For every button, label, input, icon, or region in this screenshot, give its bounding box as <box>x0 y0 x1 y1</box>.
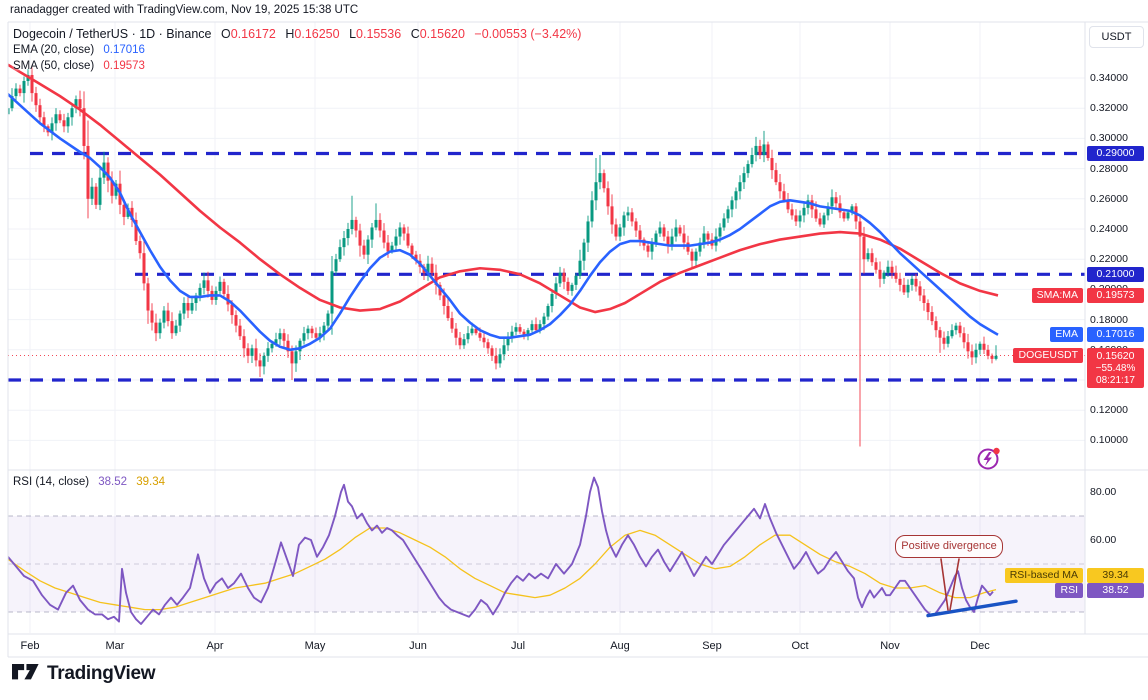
price-tick-label: 0.26000 <box>1090 192 1128 205</box>
month-label: Dec <box>970 640 990 652</box>
open-value: 0.16172 <box>230 27 276 41</box>
rsi-axis-tag[interactable]: RSI <box>1055 583 1083 598</box>
tradingview-branding[interactable]: TradingView <box>12 661 156 687</box>
candle-countdown: 08:21:17 <box>1096 375 1135 386</box>
brand-name: TradingView <box>47 663 156 684</box>
price-tick-label: 0.24000 <box>1090 223 1128 235</box>
symbol-title[interactable]: Dogecoin / TetherUS · 1D · Binance <box>13 27 212 41</box>
price-tick-label: 0.22000 <box>1090 253 1128 266</box>
month-label: Aug <box>610 640 630 652</box>
price-tick-label: 0.12000 <box>1090 404 1128 417</box>
rsi-tick-label: 60.00 <box>1090 534 1117 546</box>
low-value: 0.15536 <box>356 27 402 41</box>
month-label: Nov <box>880 640 900 652</box>
low-label: L <box>349 27 357 41</box>
level-label-029[interactable]: 0.29000 <box>1087 146 1144 161</box>
rsi-legend-value: 38.52 <box>98 476 128 488</box>
currency-toggle-button[interactable]: USDT <box>1089 26 1144 48</box>
month-label: Oct <box>791 640 809 652</box>
positive-divergence-annotation[interactable]: Positive divergence <box>895 535 1003 558</box>
last-price-axis-label[interactable]: 0.15620 −55.48% 08:21:17 <box>1087 348 1144 388</box>
rsi-ma-axis-tag[interactable]: RSI-based MA <box>1004 568 1083 583</box>
symbol-legend: Dogecoin / TetherUS · 1D · Binance O0.16… <box>13 26 581 74</box>
rsi-legend-name[interactable]: RSI (14, close) <box>13 476 90 488</box>
ema-axis-value: 0.17016 <box>1087 327 1144 342</box>
close-label: C <box>410 27 420 41</box>
attribution-text: ranadagger created with TradingView.com,… <box>10 4 359 16</box>
month-label: Feb <box>20 640 40 652</box>
rsi-ma-legend-value: 39.34 <box>136 476 166 488</box>
price-tick-label: 0.30000 <box>1090 132 1128 145</box>
high-value: 0.16250 <box>294 27 340 41</box>
month-label: Mar <box>105 640 125 652</box>
ema-legend-value: 0.17016 <box>103 44 145 56</box>
change-value: −0.00553 (−3.42%) <box>474 27 582 41</box>
sma-legend-value: 0.19573 <box>103 60 145 72</box>
divergence-trendline[interactable] <box>926 599 1018 618</box>
month-label: Apr <box>206 640 224 652</box>
sma-legend-name[interactable]: SMA (50, close) <box>13 60 95 72</box>
sma-legend-row[interactable]: SMA (50, close) 0.19573 <box>13 58 581 74</box>
month-label: Jun <box>409 640 427 652</box>
lightning-indicator-icon[interactable] <box>977 447 1000 470</box>
level-label-021[interactable]: 0.21000 <box>1087 267 1144 282</box>
close-value: 0.15620 <box>419 27 465 41</box>
price-tick-label: 0.34000 <box>1090 72 1128 84</box>
month-label: Jul <box>510 640 526 652</box>
open-label: O <box>220 27 231 41</box>
high-label: H <box>285 27 295 41</box>
month-label: May <box>304 640 326 652</box>
ema-legend-name[interactable]: EMA (20, close) <box>13 44 95 56</box>
price-tick-label: 0.28000 <box>1090 162 1128 175</box>
sma-axis-tag[interactable]: SMA:MA <box>1031 288 1083 303</box>
month-label: Sep <box>702 640 722 652</box>
ema-legend-row[interactable]: EMA (20, close) 0.17016 <box>13 42 581 58</box>
symbol-axis-tag[interactable]: DOGEUSDT <box>1013 348 1083 363</box>
sma-axis-value: 0.19573 <box>1087 288 1144 303</box>
price-tick-label: 0.10000 <box>1090 434 1128 447</box>
price-tick-label: 0.18000 <box>1090 313 1128 326</box>
tradingview-logo-icon <box>12 661 40 687</box>
last-price-value: 0.15620 <box>1096 350 1135 362</box>
symbol-legend-row[interactable]: Dogecoin / TetherUS · 1D · Binance O0.16… <box>13 26 581 42</box>
price-tick-label: 0.32000 <box>1090 102 1128 115</box>
rsi-tick-label: 80.00 <box>1090 486 1117 498</box>
last-price-change: −55.48% <box>1095 363 1136 374</box>
rsi-axis-value: 38.52 <box>1087 583 1144 598</box>
rsi-legend[interactable]: RSI (14, close) 38.52 39.34 <box>13 476 165 488</box>
ema-axis-tag[interactable]: EMA <box>1050 327 1083 342</box>
rsi-ma-axis-value: 39.34 <box>1087 568 1144 583</box>
